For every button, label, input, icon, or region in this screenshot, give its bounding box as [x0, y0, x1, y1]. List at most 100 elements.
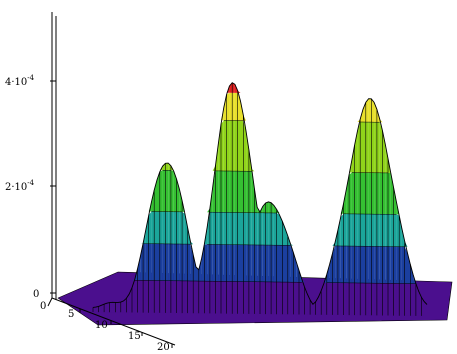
- surface-band-segment: [204, 281, 208, 314]
- surface-band-segment: [209, 244, 213, 282]
- surface-band-segment: [148, 243, 152, 281]
- surface-band-segment: [354, 131, 358, 173]
- surface-band-segment: [232, 281, 235, 314]
- surface-band-segment: [218, 124, 221, 171]
- surface-band-segment: [221, 244, 224, 282]
- surface-band-segment: [285, 282, 288, 315]
- surface-band-segment: [129, 287, 132, 313]
- surface-band-segment: [187, 280, 191, 314]
- surface-band-segment: [215, 244, 219, 282]
- surface-band-segment: [374, 214, 377, 247]
- surface-band-segment: [379, 246, 383, 284]
- surface-band-segment: [268, 281, 272, 315]
- surface-band-segment: [265, 281, 269, 315]
- surface-band-segment: [207, 212, 210, 245]
- surface-band-segment: [418, 291, 422, 316]
- surface-band-segment: [312, 301, 316, 315]
- surface-band-segment: [234, 244, 238, 282]
- surface-band-segment: [385, 283, 388, 316]
- surface-band-segment: [401, 246, 405, 284]
- surface-band-segment: [365, 283, 369, 316]
- surface-band-segment: [285, 245, 288, 283]
- surface-band-segment: [151, 280, 155, 313]
- surface-band-segment: [262, 203, 266, 213]
- surface-band-segment: [363, 122, 366, 173]
- surface-band-segment: [385, 246, 388, 284]
- surface-band-segment: [246, 281, 249, 314]
- surface-band-segment: [318, 290, 322, 315]
- surface-band-segment: [154, 243, 157, 281]
- surface-band-segment: [357, 172, 361, 214]
- surface-band-segment: [354, 246, 358, 283]
- surface-band-segment: [399, 215, 402, 247]
- surface-contour-line: [151, 211, 397, 215]
- surface-band-segment: [170, 170, 174, 212]
- surface-band-segment: [401, 283, 405, 316]
- surface-band-segment: [351, 282, 355, 316]
- surface-band-segment: [159, 211, 163, 244]
- surface-band-segment: [279, 282, 283, 315]
- surface-band-segment: [159, 243, 163, 281]
- surface-band-segment: [234, 92, 238, 121]
- surface-band-segment: [379, 214, 383, 247]
- surface-band-segment: [396, 283, 400, 316]
- surface-band-segment: [337, 217, 341, 246]
- surface-band-segment: [251, 244, 255, 282]
- surface-band-segment: [404, 246, 408, 284]
- surface-band-segment: [390, 246, 394, 284]
- surface-band-segment: [276, 213, 280, 246]
- surface-band-segment: [365, 98, 369, 123]
- surface-band-segment: [248, 244, 252, 282]
- surface-band-segment: [120, 300, 124, 313]
- surface-band-segment: [229, 212, 233, 245]
- surface-band-segment: [198, 258, 202, 282]
- surface-contour-line: [134, 280, 416, 284]
- surface-band-segment: [393, 283, 397, 316]
- surface-band-segment: [243, 281, 247, 314]
- surface-band-segment: [176, 280, 180, 313]
- surface-band-segment: [198, 281, 202, 314]
- surface-band-segment: [296, 282, 299, 315]
- surface-band-segment: [165, 280, 169, 313]
- surface-band-segment: [326, 264, 330, 283]
- surface-band-segment: [374, 102, 377, 123]
- surface-contour-line: [223, 120, 380, 123]
- surface-band-segment: [371, 283, 375, 316]
- surface-band-segment: [162, 243, 166, 281]
- surface-band-segment: [396, 214, 400, 247]
- surface-band-segment: [257, 212, 260, 245]
- surface-band-segment: [240, 171, 244, 213]
- surface-band-segment: [140, 243, 144, 281]
- surface-band-segment: [176, 244, 180, 281]
- surface-band-segment: [112, 302, 116, 313]
- surface-band-segment: [151, 190, 155, 212]
- surface-band-segment: [101, 304, 105, 313]
- surface-band-segment: [221, 212, 224, 245]
- surface-band-segment: [349, 282, 352, 316]
- surface-band-segment: [276, 282, 280, 315]
- surface-band-segment: [399, 246, 402, 284]
- surface-band-segment: [232, 171, 235, 213]
- surface-band-segment: [196, 281, 199, 314]
- surface-band-segment: [385, 172, 388, 215]
- surface-band-segment: [123, 298, 127, 313]
- z-tick-label-0: 0: [33, 289, 39, 300]
- surface-band-segment: [390, 214, 394, 247]
- surface-band-segment: [282, 245, 285, 283]
- surface-band-segment: [151, 243, 155, 281]
- surface-band-segment: [207, 281, 210, 314]
- surface-band-segment: [212, 170, 216, 213]
- surface-band-segment: [343, 189, 347, 214]
- surface-band-segment: [335, 282, 338, 315]
- surface-band-segment: [340, 282, 344, 315]
- surface-band-segment: [173, 244, 177, 281]
- surface-band-segment: [232, 212, 235, 245]
- surface-contour-line: [143, 243, 405, 247]
- surface-band-segment: [351, 145, 355, 173]
- surface-band-segment: [421, 297, 425, 316]
- surface-band-segment: [232, 82, 235, 93]
- surface-band-segment: [385, 144, 388, 173]
- surface-band-segment: [237, 281, 241, 314]
- surface-band-segment: [371, 214, 375, 247]
- surface-band-segment: [215, 170, 219, 213]
